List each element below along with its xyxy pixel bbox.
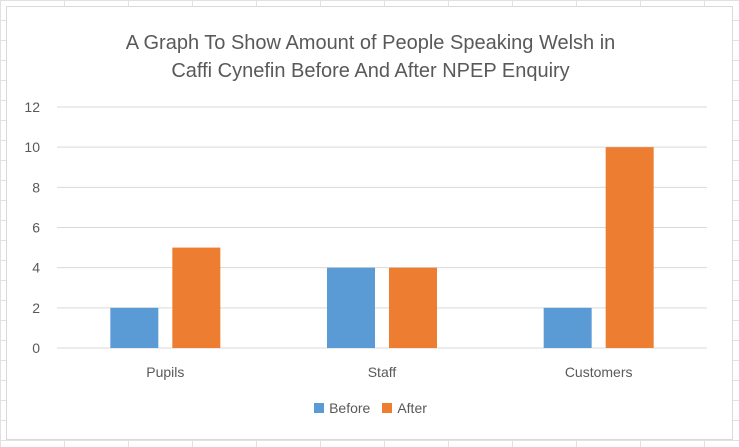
chart-title-line-2: Caffi Cynefin Before And After NPEP Enqu… <box>171 60 570 82</box>
x-tick-label-customers: Customers <box>565 364 633 380</box>
legend-label-before: Before <box>329 400 371 416</box>
bar-after-staff[interactable] <box>389 267 437 348</box>
y-tick-label: 12 <box>24 99 40 115</box>
legend-label-after: After <box>397 400 427 416</box>
bar-before-pupils[interactable] <box>110 307 159 348</box>
x-tick-label-pupils: Pupils <box>146 364 184 380</box>
legend-item-before[interactable]: Before <box>314 400 370 416</box>
chart-area[interactable]: A Graph To Show Amount of People Speakin… <box>6 6 733 440</box>
plot-area: 0 2 4 6 8 10 12 Pupils Staff Customers <box>24 99 707 380</box>
bar-before-customers[interactable] <box>543 307 592 348</box>
y-tick-label: 0 <box>32 340 40 356</box>
bar-after-customers[interactable] <box>605 147 654 348</box>
y-tick-label: 6 <box>32 220 40 236</box>
legend[interactable]: Before After <box>7 400 734 416</box>
legend-swatch-after <box>382 403 393 413</box>
y-tick-label: 4 <box>32 260 40 276</box>
y-tick-label: 10 <box>24 139 40 155</box>
chart-title: A Graph To Show Amount of People Speakin… <box>7 29 734 85</box>
x-tick-label-staff: Staff <box>368 364 397 380</box>
legend-item-after[interactable]: After <box>382 400 427 416</box>
bar-after-pupils[interactable] <box>172 247 221 348</box>
y-tick-label: 2 <box>32 300 40 316</box>
y-tick-label: 8 <box>32 179 40 195</box>
chart-title-line-1: A Graph To Show Amount of People Speakin… <box>125 32 616 54</box>
legend-swatch-before <box>314 403 325 413</box>
bar-before-staff[interactable] <box>327 267 375 348</box>
